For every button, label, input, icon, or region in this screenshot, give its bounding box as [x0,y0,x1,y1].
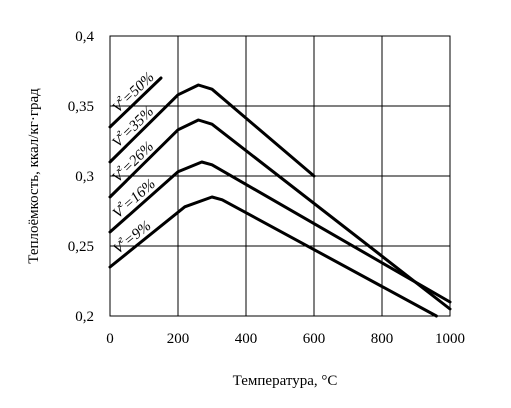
y-axis-title: Теплоёмкость, ккал/кг·град [26,88,42,264]
series-line [108,118,452,311]
x-tick-label: 1000 [435,331,465,347]
x-tick-label: 200 [167,331,190,347]
y-tick-label: 0,35 [68,99,94,115]
series-line [108,76,163,129]
plot-frame [109,35,451,317]
series-line [108,160,452,304]
y-tick-label: 0,25 [68,239,94,255]
x-tick-label: 800 [371,331,394,347]
y-tick-label: 0,3 [75,169,94,185]
x-axis-title: Температура, °C [233,373,338,389]
y-tick-label: 0,2 [75,309,94,325]
series-line [108,195,438,318]
x-tick-label: 0 [106,331,114,347]
series-line [108,83,316,178]
x-tick-label: 400 [235,331,258,347]
y-tick-label: 0,4 [75,29,94,45]
x-tick-label: 600 [303,331,326,347]
